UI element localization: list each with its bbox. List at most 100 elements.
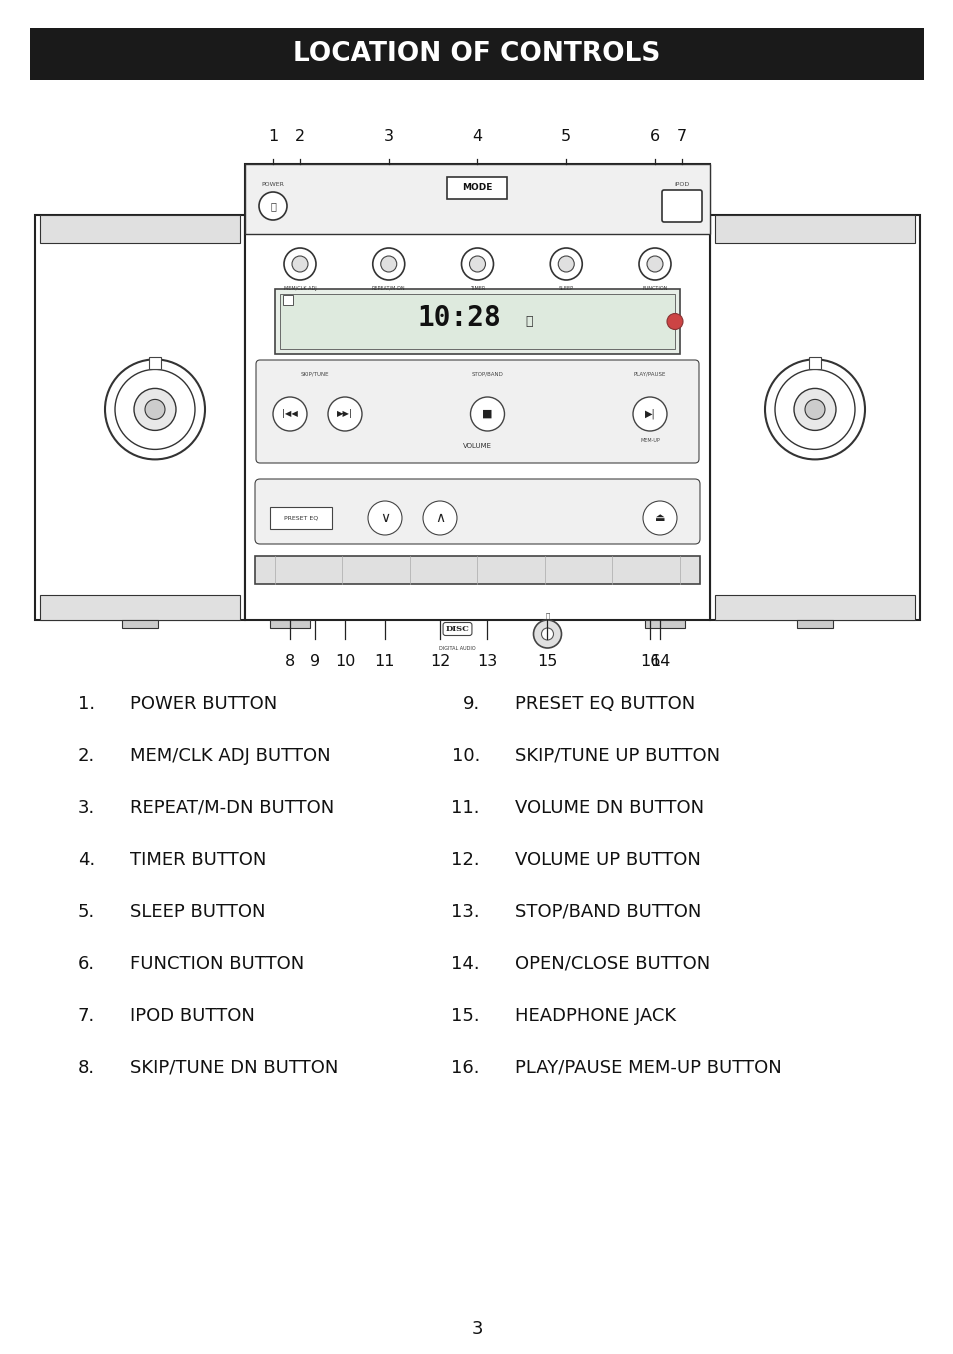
Text: ■: ■: [482, 409, 493, 418]
Text: TIMER BUTTON: TIMER BUTTON: [130, 852, 266, 869]
Bar: [447, 177, 507, 199]
Circle shape: [461, 248, 493, 280]
Text: ▶▶|: ▶▶|: [336, 409, 353, 418]
Circle shape: [533, 620, 561, 649]
Circle shape: [541, 628, 553, 640]
Text: OPEN/CLOSE BUTTON: OPEN/CLOSE BUTTON: [515, 955, 709, 974]
Circle shape: [258, 192, 287, 219]
Circle shape: [380, 256, 396, 272]
Text: REPEAT/M-DN: REPEAT/M-DN: [372, 286, 405, 291]
Text: SKIP/TUNE: SKIP/TUNE: [300, 372, 329, 376]
Text: PRESET EQ BUTTON: PRESET EQ BUTTON: [515, 695, 695, 714]
Circle shape: [422, 501, 456, 535]
Text: ∧: ∧: [435, 510, 445, 525]
Bar: [274, 288, 679, 353]
Circle shape: [284, 248, 315, 280]
Text: 3: 3: [383, 129, 394, 144]
Text: STOP/BAND: STOP/BAND: [471, 372, 503, 376]
Bar: [709, 215, 919, 620]
Bar: [254, 556, 700, 584]
FancyBboxPatch shape: [254, 479, 700, 544]
Text: 11: 11: [375, 654, 395, 669]
Text: iPOD: iPOD: [674, 181, 689, 187]
Text: 7: 7: [677, 129, 686, 144]
Bar: [30, 28, 923, 80]
Circle shape: [642, 501, 677, 535]
Bar: [245, 164, 709, 234]
Text: 2.: 2.: [77, 747, 95, 765]
Text: POWER: POWER: [261, 181, 284, 187]
Circle shape: [646, 256, 662, 272]
Text: FUNCTION BUTTON: FUNCTION BUTTON: [130, 955, 304, 974]
Text: SKIP/TUNE UP BUTTON: SKIP/TUNE UP BUTTON: [515, 747, 720, 765]
Text: 8: 8: [285, 654, 294, 669]
Ellipse shape: [764, 359, 864, 459]
Text: HEADPHONE JACK: HEADPHONE JACK: [515, 1007, 676, 1025]
Text: 16: 16: [639, 654, 659, 669]
Bar: [245, 164, 709, 620]
Text: VOLUME UP BUTTON: VOLUME UP BUTTON: [515, 852, 700, 869]
Bar: [270, 620, 310, 628]
Text: SKIP/TUNE DN BUTTON: SKIP/TUNE DN BUTTON: [130, 1059, 338, 1076]
Circle shape: [328, 397, 361, 431]
Bar: [796, 620, 832, 628]
Circle shape: [550, 248, 581, 280]
Text: 14.: 14.: [451, 955, 479, 974]
Text: 10:28: 10:28: [417, 305, 501, 333]
Text: |◀◀: |◀◀: [282, 409, 297, 418]
Text: 2: 2: [294, 129, 305, 144]
Text: 4.: 4.: [77, 852, 95, 869]
Text: 11.: 11.: [451, 799, 479, 816]
Text: 6: 6: [649, 129, 659, 144]
Text: 5: 5: [560, 129, 571, 144]
Text: 1.: 1.: [78, 695, 95, 714]
Ellipse shape: [145, 399, 165, 420]
Text: 13: 13: [476, 654, 497, 669]
Ellipse shape: [774, 370, 854, 450]
Bar: [149, 357, 161, 370]
Text: 6.: 6.: [78, 955, 95, 974]
Text: 9: 9: [310, 654, 319, 669]
Bar: [40, 594, 240, 620]
Ellipse shape: [804, 399, 824, 420]
Circle shape: [373, 248, 404, 280]
FancyBboxPatch shape: [270, 234, 684, 294]
Text: PLAY/PAUSE: PLAY/PAUSE: [633, 372, 665, 376]
Text: SLEEP BUTTON: SLEEP BUTTON: [130, 903, 265, 921]
Text: VOLUME DN BUTTON: VOLUME DN BUTTON: [515, 799, 703, 816]
Circle shape: [633, 397, 666, 431]
Text: DISC: DISC: [445, 626, 469, 634]
Text: 3: 3: [471, 1320, 482, 1338]
Text: MEM/CLK ADJ BUTTON: MEM/CLK ADJ BUTTON: [130, 747, 331, 765]
Ellipse shape: [105, 359, 205, 459]
Text: DIGITAL AUDIO: DIGITAL AUDIO: [438, 646, 476, 651]
Text: ∨: ∨: [379, 510, 390, 525]
Text: 7.: 7.: [77, 1007, 95, 1025]
Text: LOCATION OF CONTROLS: LOCATION OF CONTROLS: [293, 41, 660, 66]
Text: STOP/BAND BUTTON: STOP/BAND BUTTON: [515, 903, 700, 921]
Text: PRESET EQ: PRESET EQ: [284, 516, 317, 520]
Text: 15.: 15.: [451, 1007, 479, 1025]
Text: ⏏: ⏏: [654, 513, 664, 523]
Text: 9.: 9.: [462, 695, 479, 714]
Text: 3.: 3.: [77, 799, 95, 816]
Ellipse shape: [115, 370, 194, 450]
Text: 5.: 5.: [77, 903, 95, 921]
Bar: [270, 506, 332, 529]
Text: MEM-UP: MEM-UP: [639, 437, 659, 443]
Circle shape: [368, 501, 401, 535]
Text: ▶|: ▶|: [644, 409, 655, 420]
Bar: [714, 594, 914, 620]
Ellipse shape: [133, 389, 175, 431]
Text: PLAY/PAUSE MEM-UP BUTTON: PLAY/PAUSE MEM-UP BUTTON: [515, 1059, 781, 1076]
Text: 12.: 12.: [451, 852, 479, 869]
Text: 12: 12: [430, 654, 450, 669]
Text: 10.: 10.: [451, 747, 479, 765]
Circle shape: [273, 397, 307, 431]
Circle shape: [558, 256, 574, 272]
Text: 8.: 8.: [78, 1059, 95, 1076]
FancyBboxPatch shape: [661, 190, 701, 222]
Text: FUNCTION: FUNCTION: [641, 286, 667, 291]
Circle shape: [639, 248, 670, 280]
Text: 4: 4: [472, 129, 482, 144]
